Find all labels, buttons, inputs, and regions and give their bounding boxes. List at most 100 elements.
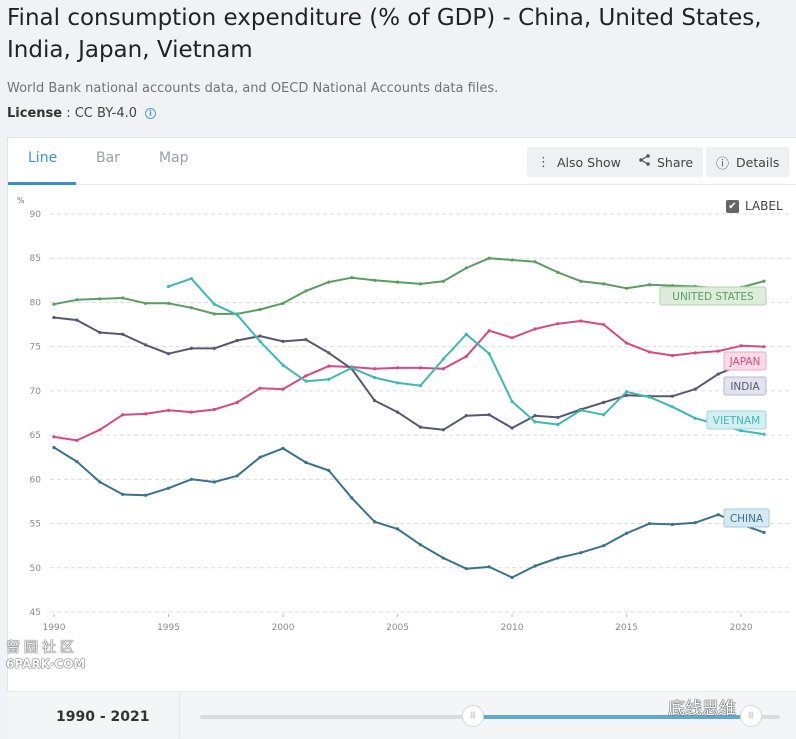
data-point-japan[interactable] [75, 438, 79, 443]
data-point-japan[interactable] [258, 386, 262, 390]
data-point-vietnam[interactable] [762, 432, 766, 436]
data-point-vietnam[interactable] [556, 422, 560, 427]
data-point-vietnam[interactable] [670, 405, 674, 409]
data-point-china[interactable] [75, 460, 79, 464]
data-point-china[interactable] [235, 474, 239, 478]
data-point-india[interactable] [144, 343, 148, 347]
data-point-japan[interactable] [739, 344, 743, 348]
data-point-china[interactable] [212, 480, 216, 484]
data-point-japan[interactable] [487, 329, 491, 333]
data-point-japan[interactable] [281, 387, 285, 391]
data-point-china[interactable] [395, 527, 400, 531]
data-point-india[interactable] [304, 337, 308, 342]
data-point-japan[interactable] [121, 413, 125, 417]
data-point-india[interactable] [189, 346, 194, 351]
data-point-china[interactable] [556, 556, 560, 560]
data-point-vietnam[interactable] [510, 399, 514, 404]
data-point-vietnam[interactable] [602, 413, 606, 417]
data-point-united-states[interactable] [624, 286, 629, 290]
data-point-vietnam[interactable] [487, 352, 491, 356]
data-point-china[interactable] [647, 521, 652, 526]
data-point-china[interactable] [693, 521, 697, 525]
data-point-vietnam[interactable] [579, 408, 583, 412]
data-point-vietnam[interactable] [212, 302, 216, 306]
data-point-china[interactable] [304, 460, 308, 465]
data-point-china[interactable] [624, 531, 629, 535]
data-point-japan[interactable] [602, 322, 606, 327]
checkbox-checked-icon[interactable]: ✔ [726, 199, 739, 213]
data-point-china[interactable] [327, 468, 331, 473]
data-point-united-states[interactable] [556, 270, 560, 274]
data-point-united-states[interactable] [281, 301, 285, 305]
data-point-china[interactable] [670, 522, 674, 527]
data-point-india[interactable] [258, 334, 262, 338]
data-point-china[interactable] [373, 520, 377, 524]
data-point-vietnam[interactable] [189, 276, 194, 281]
data-point-india[interactable] [533, 414, 537, 418]
data-point-china[interactable] [441, 556, 445, 560]
data-point-united-states[interactable] [441, 279, 445, 283]
data-point-japan[interactable] [670, 353, 674, 358]
data-point-china[interactable] [464, 567, 468, 571]
tab-map[interactable]: Map [159, 150, 189, 166]
data-point-vietnam[interactable] [281, 363, 285, 367]
series-line-india[interactable] [53, 316, 765, 431]
data-point-united-states[interactable] [212, 312, 216, 316]
data-point-vietnam[interactable] [373, 376, 377, 380]
data-point-japan[interactable] [579, 319, 583, 323]
data-point-india[interactable] [418, 425, 423, 429]
data-point-india[interactable] [75, 318, 79, 322]
license-value[interactable]: CC BY-4.0 [74, 106, 137, 121]
data-point-vietnam[interactable] [350, 366, 354, 370]
data-point-japan[interactable] [98, 428, 102, 432]
data-point-japan[interactable] [304, 374, 308, 378]
tab-bar[interactable]: Bar [96, 150, 120, 166]
data-point-japan[interactable] [212, 407, 216, 412]
data-point-japan[interactable] [693, 351, 697, 355]
data-point-china[interactable] [579, 551, 583, 555]
data-point-united-states[interactable] [602, 282, 606, 286]
data-point-india[interactable] [464, 414, 468, 418]
data-point-india[interactable] [556, 415, 560, 420]
data-point-china[interactable] [52, 445, 56, 450]
data-point-vietnam[interactable] [418, 383, 423, 388]
data-point-china[interactable] [281, 446, 285, 450]
data-point-india[interactable] [395, 410, 400, 414]
range-slider-start-handle[interactable]: ||| [462, 705, 484, 727]
data-point-china[interactable] [98, 480, 102, 484]
data-point-united-states[interactable] [487, 256, 491, 260]
data-point-japan[interactable] [166, 408, 171, 412]
data-point-japan[interactable] [189, 410, 194, 414]
data-point-united-states[interactable] [327, 280, 331, 284]
data-point-india[interactable] [52, 315, 56, 320]
data-point-india[interactable] [510, 426, 514, 430]
data-point-india[interactable] [281, 339, 285, 343]
data-point-india[interactable] [602, 400, 606, 404]
data-point-india[interactable] [212, 346, 216, 351]
data-point-united-states[interactable] [395, 280, 400, 284]
data-point-india[interactable] [98, 330, 102, 335]
data-point-india[interactable] [624, 393, 629, 397]
data-point-vietnam[interactable] [624, 390, 629, 394]
data-point-india[interactable] [693, 387, 697, 391]
series-line-japan[interactable] [53, 320, 765, 442]
data-point-china[interactable] [762, 530, 766, 534]
data-point-vietnam[interactable] [441, 357, 445, 361]
series-line-united-states[interactable] [53, 257, 765, 315]
data-point-india[interactable] [487, 413, 491, 417]
data-point-vietnam[interactable] [166, 284, 171, 289]
data-point-japan[interactable] [510, 336, 514, 340]
label-toggle[interactable]: ✔ LABEL [726, 199, 783, 213]
data-point-china[interactable] [166, 486, 171, 490]
data-point-vietnam[interactable] [327, 377, 331, 381]
data-point-japan[interactable] [418, 366, 423, 370]
data-point-china[interactable] [418, 543, 423, 547]
data-point-vietnam[interactable] [693, 416, 697, 420]
data-point-vietnam[interactable] [235, 313, 239, 317]
data-point-japan[interactable] [441, 367, 445, 371]
data-point-china[interactable] [144, 493, 148, 497]
data-point-china[interactable] [602, 544, 606, 548]
data-point-india[interactable] [121, 332, 125, 336]
data-point-japan[interactable] [556, 322, 560, 326]
data-point-united-states[interactable] [189, 306, 194, 310]
